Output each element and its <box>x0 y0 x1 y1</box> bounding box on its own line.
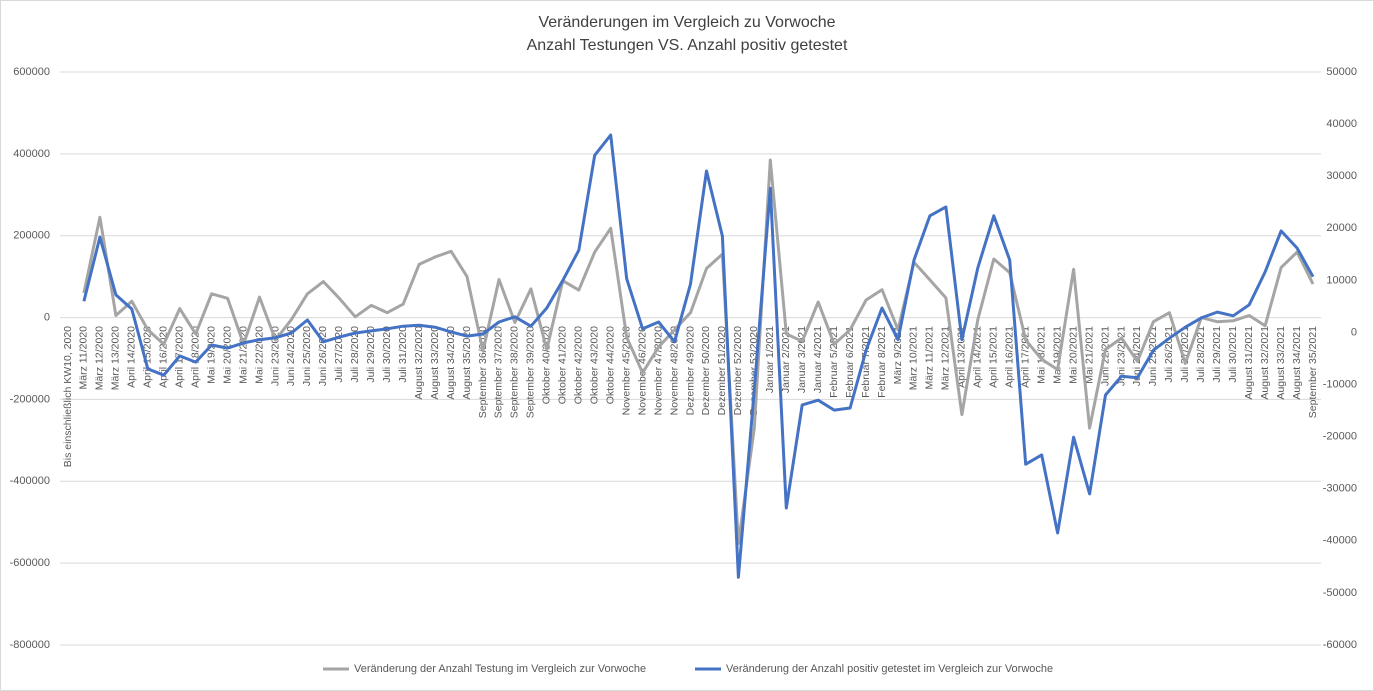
x-tick-label: Januar 1/2021 <box>764 326 776 393</box>
y2-tick-label: 50000 <box>1326 66 1357 78</box>
x-tick-label: Juni 23/2020 <box>269 326 281 386</box>
x-tick-label: Juni 25/2020 <box>301 326 313 386</box>
y-tick-label: 200000 <box>13 230 50 242</box>
x-tick-label: August 35/2020 <box>461 326 473 400</box>
x-tick-label: August 32/2021 <box>1259 326 1271 400</box>
legend-label: Veränderung der Anzahl Testung im Vergle… <box>354 663 646 675</box>
y-tick-label: -400000 <box>10 475 50 487</box>
x-tick-label: März 11/2020 <box>78 326 90 390</box>
x-tick-label: Oktober 44/2020 <box>604 326 616 404</box>
x-tick-label: Mai 19/2020 <box>205 326 217 384</box>
x-tick-label: September 36/2020 <box>477 326 489 418</box>
y2-tick-label: -20000 <box>1323 431 1357 443</box>
x-tick-label: Februar 8/2021 <box>876 326 888 398</box>
y2-tick-label: -60000 <box>1323 639 1357 651</box>
x-tick-label: April 15/2021 <box>988 326 1000 388</box>
x-tick-label: Oktober 42/2020 <box>573 326 585 404</box>
x-tick-label: September 39/2020 <box>525 326 537 418</box>
x-tick-label: September 35/2021 <box>1307 326 1319 418</box>
x-tick-label: Juli 27/2020 <box>333 326 345 383</box>
x-tick-label: Mai 20/2021 <box>1067 326 1079 384</box>
x-tick-label: Dezember 50/2020 <box>700 326 712 415</box>
x-tick-label: April 18/2020 <box>189 326 201 388</box>
x-tick-label: Juli 29/2020 <box>365 326 377 383</box>
x-tick-label: Oktober 40/2020 <box>541 326 553 404</box>
y-tick-label: 0 <box>44 311 50 323</box>
x-tick-label: August 33/2020 <box>429 326 441 400</box>
x-tick-label: Juli 28/2020 <box>349 326 361 383</box>
y-tick-label: -800000 <box>10 639 50 651</box>
x-tick-label: Mai 21/2021 <box>1083 326 1095 384</box>
x-tick-label: Juli 30/2020 <box>381 326 393 383</box>
x-tick-label: September 38/2020 <box>509 326 521 418</box>
y-tick-label: -600000 <box>10 557 50 569</box>
x-tick-label: April 15/2020 <box>142 326 154 388</box>
x-tick-label: Juni 24/2020 <box>285 326 297 386</box>
x-tick-label: April 16/2021 <box>1004 326 1016 388</box>
x-tick-label: März 10/2021 <box>908 326 920 390</box>
x-tick-label: Juli 28/2021 <box>1195 326 1207 383</box>
x-tick-label: Februar 5/2021 <box>828 326 840 398</box>
y2-tick-label: 0 <box>1351 326 1357 338</box>
chart-subtitle: Anzahl Testungen VS. Anzahl positiv gete… <box>527 37 848 54</box>
x-tick-label: August 33/2021 <box>1275 326 1287 400</box>
series-line <box>82 133 1315 579</box>
y2-tick-label: 40000 <box>1326 118 1357 130</box>
x-tick-label: Dezember 49/2020 <box>684 326 696 415</box>
x-tick-label: Juli 30/2021 <box>1227 326 1239 383</box>
x-tick-label: April 14/2021 <box>972 326 984 388</box>
x-tick-label: August 31/2021 <box>1243 326 1255 400</box>
x-tick-label: Mai 19/2021 <box>1051 326 1063 384</box>
y2-tick-label: -40000 <box>1323 535 1357 547</box>
x-tick-label: März 9/2021 <box>892 326 904 385</box>
chart-title: Veränderungen im Vergleich zu Vorwoche <box>538 14 835 31</box>
x-tick-label: März 12/2020 <box>94 326 106 390</box>
y-tick-label: 400000 <box>13 148 50 160</box>
series-line <box>82 158 1315 545</box>
y2-tick-label: 10000 <box>1326 274 1357 286</box>
x-tick-label: Juli 27/2021 <box>1179 326 1191 383</box>
y2-tick-label: 20000 <box>1326 222 1357 234</box>
x-tick-label: April 14/2020 <box>126 326 138 388</box>
x-tick-label: Juli 31/2020 <box>397 326 409 383</box>
x-tick-label: Januar 3/2021 <box>796 326 808 393</box>
x-tick-label: August 34/2021 <box>1291 326 1303 400</box>
x-tick-label: August 32/2020 <box>413 326 425 400</box>
x-tick-label: September 37/2020 <box>493 326 505 418</box>
x-tick-label: Juni 25/2021 <box>1147 326 1159 386</box>
x-tick-label: Oktober 43/2020 <box>589 326 601 404</box>
x-tick-label: Februar 6/2021 <box>844 326 856 398</box>
x-tick-label: März 11/2021 <box>924 326 936 390</box>
y-tick-label: 600000 <box>13 66 50 78</box>
y2-tick-label: -10000 <box>1323 378 1357 390</box>
x-tick-label: Dezember 52/2020 <box>732 326 744 415</box>
x-tick-label: Juli 29/2021 <box>1211 326 1223 383</box>
x-tick-label: Mai 18/2021 <box>1035 326 1047 384</box>
x-tick-label: Bis einschließlich KW10, 2020 <box>62 326 74 467</box>
y2-tick-label: 30000 <box>1326 170 1357 182</box>
y-tick-label: -200000 <box>10 393 50 405</box>
x-tick-label: November 45/2020 <box>620 326 632 415</box>
x-tick-label: Mai 20/2020 <box>221 326 233 384</box>
x-tick-label: November 48/2020 <box>668 326 680 415</box>
x-tick-label: März 12/2021 <box>940 326 952 390</box>
x-tick-label: Januar 2/2021 <box>780 326 792 393</box>
x-tick-label: Januar 4/2021 <box>812 326 824 393</box>
x-tick-label: Mai 22/2020 <box>253 326 265 384</box>
y2-tick-label: -30000 <box>1323 483 1357 495</box>
x-tick-label: Dezember 51/2020 <box>716 326 728 415</box>
x-tick-label: November 47/2020 <box>652 326 664 415</box>
x-tick-label: März 13/2020 <box>110 326 122 390</box>
y2-tick-label: -50000 <box>1323 587 1357 599</box>
x-tick-label: Oktober 41/2020 <box>557 326 569 404</box>
x-tick-label: April 13/2021 <box>956 326 968 388</box>
x-tick-label: August 34/2020 <box>445 326 457 400</box>
legend-label: Veränderung der Anzahl positiv getestet … <box>726 663 1053 675</box>
